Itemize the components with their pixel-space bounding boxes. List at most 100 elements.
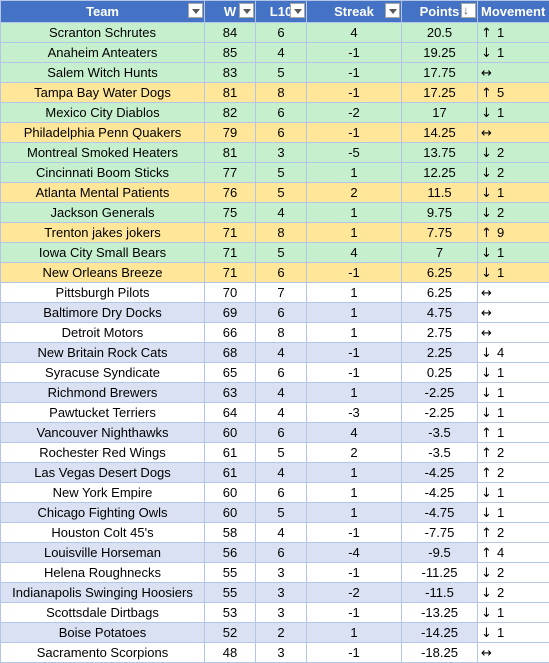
cell-l10[interactable]: 6 [256, 363, 307, 383]
cell-l10[interactable]: 6 [256, 423, 307, 443]
cell-streak[interactable]: 4 [307, 423, 402, 443]
cell-l10[interactable]: 4 [256, 43, 307, 63]
cell-points[interactable]: -7.75 [402, 523, 478, 543]
cell-l10[interactable]: 4 [256, 403, 307, 423]
cell-team[interactable]: Mexico City Diablos [1, 103, 205, 123]
cell-team[interactable]: Pittsburgh Pilots [1, 283, 205, 303]
cell-l10[interactable]: 6 [256, 123, 307, 143]
cell-l10[interactable]: 8 [256, 83, 307, 103]
cell-l10[interactable]: 5 [256, 443, 307, 463]
cell-streak[interactable]: 1 [307, 223, 402, 243]
cell-streak[interactable]: -1 [307, 263, 402, 283]
cell-w[interactable]: 60 [205, 483, 256, 503]
cell-team[interactable]: Salem Witch Hunts [1, 63, 205, 83]
cell-movement[interactable]: ↓1 [478, 603, 549, 623]
cell-l10[interactable]: 4 [256, 523, 307, 543]
cell-streak[interactable]: 2 [307, 443, 402, 463]
cell-streak[interactable]: -3 [307, 403, 402, 423]
cell-w[interactable]: 71 [205, 223, 256, 243]
cell-points[interactable]: 17.25 [402, 83, 478, 103]
cell-movement[interactable]: ↔ [478, 643, 549, 663]
cell-l10[interactable]: 4 [256, 343, 307, 363]
cell-points[interactable]: 14.25 [402, 123, 478, 143]
cell-streak[interactable]: 1 [307, 303, 402, 323]
cell-l10[interactable]: 6 [256, 483, 307, 503]
cell-team[interactable]: Chicago Fighting Owls [1, 503, 205, 523]
cell-movement[interactable]: ↑5 [478, 83, 549, 103]
cell-w[interactable]: 82 [205, 103, 256, 123]
cell-points[interactable]: -13.25 [402, 603, 478, 623]
cell-points[interactable]: -11.5 [402, 583, 478, 603]
cell-movement[interactable]: ↔ [478, 63, 549, 83]
cell-movement[interactable]: ↑2 [478, 523, 549, 543]
cell-streak[interactable]: 1 [307, 503, 402, 523]
cell-points[interactable]: -2.25 [402, 383, 478, 403]
cell-movement[interactable]: ↑1 [478, 423, 549, 443]
cell-l10[interactable]: 3 [256, 643, 307, 663]
cell-streak[interactable]: 1 [307, 283, 402, 303]
cell-l10[interactable]: 5 [256, 183, 307, 203]
cell-points[interactable]: -11.25 [402, 563, 478, 583]
cell-streak[interactable]: 1 [307, 483, 402, 503]
cell-movement[interactable]: ↓1 [478, 483, 549, 503]
cell-l10[interactable]: 3 [256, 583, 307, 603]
cell-movement[interactable]: ↑2 [478, 463, 549, 483]
filter-dropdown-icon[interactable] [385, 3, 400, 18]
cell-l10[interactable]: 6 [256, 23, 307, 43]
cell-points[interactable]: -3.5 [402, 423, 478, 443]
cell-points[interactable]: 7.75 [402, 223, 478, 243]
cell-l10[interactable]: 7 [256, 283, 307, 303]
cell-movement[interactable]: ↓1 [478, 183, 549, 203]
cell-points[interactable]: -18.25 [402, 643, 478, 663]
cell-points[interactable]: 6.25 [402, 283, 478, 303]
filter-dropdown-icon[interactable] [290, 3, 305, 18]
cell-points[interactable]: 17 [402, 103, 478, 123]
cell-team[interactable]: Scottsdale Dirtbags [1, 603, 205, 623]
cell-streak[interactable]: -4 [307, 543, 402, 563]
cell-points[interactable]: -14.25 [402, 623, 478, 643]
cell-team[interactable]: Jackson Generals [1, 203, 205, 223]
cell-l10[interactable]: 3 [256, 603, 307, 623]
cell-w[interactable]: 56 [205, 543, 256, 563]
cell-streak[interactable]: -2 [307, 103, 402, 123]
cell-points[interactable]: 9.75 [402, 203, 478, 223]
cell-l10[interactable]: 6 [256, 263, 307, 283]
cell-streak[interactable]: 4 [307, 23, 402, 43]
cell-streak[interactable]: -1 [307, 83, 402, 103]
cell-movement[interactable]: ↓2 [478, 563, 549, 583]
cell-w[interactable]: 76 [205, 183, 256, 203]
cell-streak[interactable]: -2 [307, 583, 402, 603]
cell-team[interactable]: New Orleans Breeze [1, 263, 205, 283]
cell-streak[interactable]: -1 [307, 123, 402, 143]
cell-team[interactable]: Montreal Smoked Heaters [1, 143, 205, 163]
cell-points[interactable]: -3.5 [402, 443, 478, 463]
cell-w[interactable]: 60 [205, 503, 256, 523]
cell-l10[interactable]: 6 [256, 303, 307, 323]
cell-movement[interactable]: ↓2 [478, 163, 549, 183]
cell-movement[interactable]: ↑4 [478, 543, 549, 563]
cell-w[interactable]: 71 [205, 243, 256, 263]
cell-team[interactable]: Iowa City Small Bears [1, 243, 205, 263]
cell-l10[interactable]: 3 [256, 143, 307, 163]
cell-team[interactable]: Trenton jakes jokers [1, 223, 205, 243]
cell-team[interactable]: Philadelphia Penn Quakers [1, 123, 205, 143]
cell-points[interactable]: 12.25 [402, 163, 478, 183]
cell-points[interactable]: -4.25 [402, 483, 478, 503]
cell-streak[interactable]: 1 [307, 463, 402, 483]
cell-movement[interactable]: ↓1 [478, 263, 549, 283]
cell-w[interactable]: 65 [205, 363, 256, 383]
cell-streak[interactable]: 2 [307, 183, 402, 203]
cell-streak[interactable]: -1 [307, 643, 402, 663]
cell-movement[interactable]: ↑1 [478, 23, 549, 43]
cell-streak[interactable]: -1 [307, 563, 402, 583]
cell-l10[interactable]: 5 [256, 503, 307, 523]
cell-w[interactable]: 53 [205, 603, 256, 623]
cell-w[interactable]: 55 [205, 563, 256, 583]
cell-w[interactable]: 63 [205, 383, 256, 403]
cell-w[interactable]: 70 [205, 283, 256, 303]
cell-points[interactable]: 2.75 [402, 323, 478, 343]
cell-movement[interactable]: ↓1 [478, 383, 549, 403]
cell-w[interactable]: 81 [205, 143, 256, 163]
cell-team[interactable]: Boise Potatoes [1, 623, 205, 643]
cell-w[interactable]: 85 [205, 43, 256, 63]
